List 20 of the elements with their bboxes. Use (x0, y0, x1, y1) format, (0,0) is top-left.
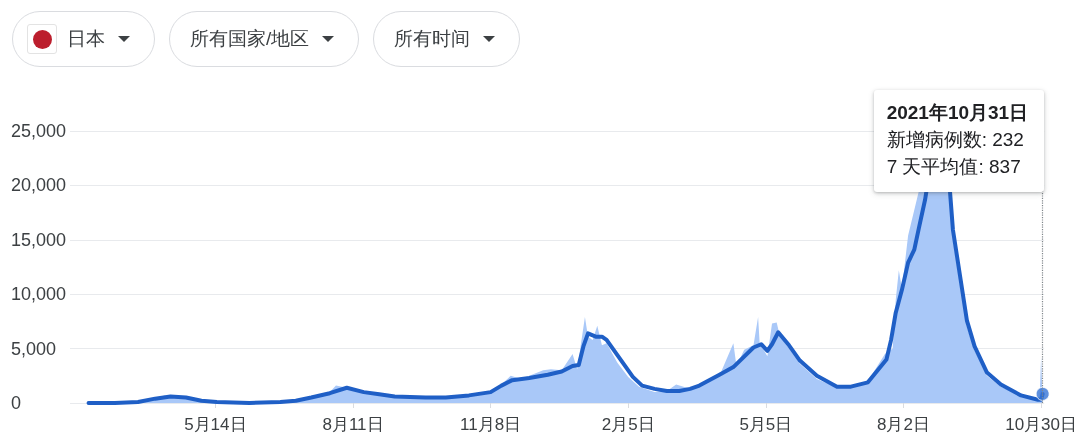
dropdown: 所有国家/地区 (169, 11, 360, 67)
x-tick-label: 2月5日 (601, 415, 655, 434)
y-tick-label: 20,000 (11, 175, 67, 196)
y-tick-label: 0 (11, 393, 22, 413)
annotation: 7 天平均值: 837 (886, 155, 1022, 179)
x-tick-label: 5月5日 (739, 415, 793, 434)
x-tick-label: 5月14日 (184, 415, 247, 434)
annotation: 新增病例数: 232 (886, 128, 1025, 152)
dropdown: 所有时间 (373, 11, 521, 67)
x-tick-label: 8月2日 (877, 415, 930, 434)
ref-line-label: 2021年10月31日 (886, 101, 1029, 125)
tooltip: 2021年10月31日 新增病例数: 232 7 天平均值: 837 (873, 90, 1045, 192)
dropdown: 日本 (12, 11, 155, 67)
y-tick-label: 10,000 (11, 284, 67, 305)
y-tick-label: 5,000 (11, 338, 57, 359)
x-tick-label: 10月30日 (1005, 415, 1077, 434)
x-tick-label: 11月8日 (460, 415, 522, 434)
x-tick-label: 8月11日 (322, 415, 384, 434)
y-tick-label: 15,000 (11, 229, 67, 250)
y-tick-label: 25,000 (11, 121, 67, 141)
